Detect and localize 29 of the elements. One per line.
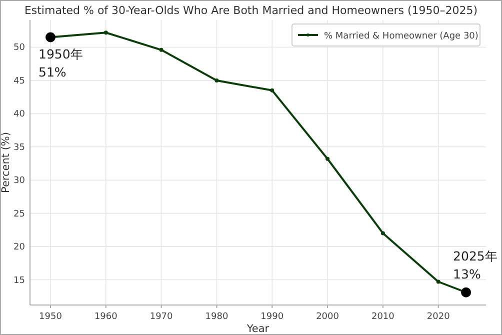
point xyxy=(104,30,108,35)
point xyxy=(214,78,219,82)
point xyxy=(326,156,330,161)
point xyxy=(159,48,164,52)
y-tick-label: 20 xyxy=(14,242,26,253)
x-tick-label: 2020 xyxy=(426,312,450,322)
legend-label: % Married & Homeowner (Age 30) xyxy=(324,32,478,42)
x-axis-title: Year xyxy=(246,323,270,335)
y-tick-label: 50 xyxy=(14,43,26,54)
y-tick-label: 35 xyxy=(14,142,25,153)
point xyxy=(436,280,440,284)
x-tick-label: 1990 xyxy=(260,312,284,322)
y-tick-label: 25 xyxy=(14,209,25,220)
x-tick-label: 2010 xyxy=(371,312,395,322)
x-tick-label: 1970 xyxy=(150,312,174,322)
annotation: 1950年 51% xyxy=(38,46,84,80)
point xyxy=(270,88,274,92)
x-tick-label: 1960 xyxy=(94,312,118,322)
point xyxy=(380,231,385,236)
x-tick-label: 1980 xyxy=(205,312,228,322)
annotation: 2025年 13% xyxy=(453,248,498,282)
x-tick-label: 2000 xyxy=(316,312,340,322)
y-tick-label: 40 xyxy=(14,110,26,120)
x-tick-label: 1950 xyxy=(39,312,62,322)
chart-title: Estimated % of 30-Year-Olds Who Are Both Married and Homeowners (1950–2025) xyxy=(24,4,478,17)
y-axis-title: Percent (%) xyxy=(0,132,12,194)
y-tick-label: 30 xyxy=(14,176,26,186)
y-tick-label: 45 xyxy=(14,76,25,86)
y-tick-label: 15 xyxy=(14,276,25,286)
